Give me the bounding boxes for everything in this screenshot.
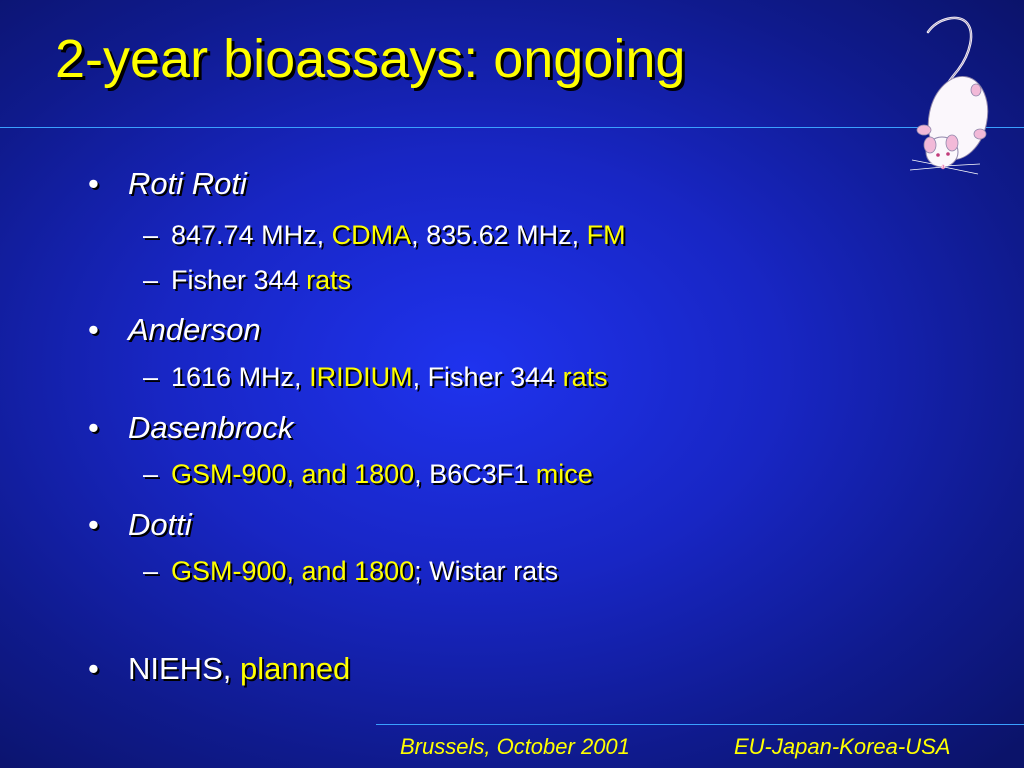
slide-title: 2-year bioassays: ongoing — [55, 29, 686, 89]
dash-mark: – — [143, 459, 159, 489]
highlight-text: FM — [586, 220, 626, 250]
footer-location-date: Brussels, October 2001 — [400, 734, 630, 759]
bullet-niehs: • NIEHS, planned — [88, 651, 350, 687]
bullet-roti-roti: • Roti Roti — [88, 166, 247, 202]
white-rat-icon — [909, 16, 989, 175]
sub-text: Fisher 344 — [171, 265, 307, 295]
sub-text: ; Wistar rats — [414, 556, 559, 586]
sub-text: , B6C3F1 — [414, 459, 536, 489]
study-name: Dasenbrock — [128, 410, 294, 445]
sub-text: , 835.62 MHz, — [411, 220, 587, 250]
study-name: Anderson — [128, 312, 261, 347]
bullet-mark: • — [88, 507, 99, 542]
sub-bullet-details: – GSM-900, and 1800, B6C3F1 mice — [143, 459, 593, 490]
sub-text: , Fisher 344 — [412, 362, 563, 392]
bullet-mark: • — [88, 166, 99, 201]
sub-bullet-details: –1616 MHz, IRIDIUM, Fisher 344 rats — [143, 362, 608, 393]
highlight-text: GSM-900, and 1800 — [171, 556, 415, 586]
highlight-text: CDMA — [331, 220, 412, 250]
highlight-text: planned — [239, 651, 351, 686]
bullet-dotti: • Dotti — [88, 507, 192, 543]
sub-bullet-animal: – Fisher 344 rats — [143, 265, 351, 296]
bullet-mark: • — [88, 312, 99, 347]
highlight-text: mice — [535, 459, 593, 489]
sub-bullet-details: – GSM-900, and 1800; Wistar rats — [143, 556, 558, 587]
bullet-mark: • — [88, 410, 99, 445]
footer-event: EU-Japan-Korea-USA — [734, 734, 951, 759]
bullet-dasenbrock: • Dasenbrock — [88, 410, 293, 446]
bullet-mark: • — [88, 651, 99, 686]
highlight-text: IRIDIUM — [309, 362, 413, 392]
footer-divider — [376, 724, 1024, 725]
title-divider — [0, 127, 1024, 128]
sub-text: 1616 MHz, — [171, 362, 310, 392]
study-name: Roti Roti — [128, 166, 247, 201]
highlight-text: rats — [306, 265, 352, 295]
sub-text: 847.74 MHz, — [171, 220, 332, 250]
dash-mark: – — [143, 362, 159, 392]
sub-bullet-frequencies: –847.74 MHz, CDMA, 835.62 MHz, FM — [143, 220, 626, 251]
study-name: Dotti — [128, 507, 192, 542]
highlight-text: GSM-900, and 1800 — [171, 459, 415, 489]
dash-mark: – — [143, 556, 159, 586]
study-name: NIEHS, — [128, 651, 240, 686]
dash-mark: – — [143, 265, 159, 295]
bullet-anderson: • Anderson — [88, 312, 261, 348]
highlight-text: rats — [562, 362, 608, 392]
dash-mark: – — [143, 220, 159, 250]
